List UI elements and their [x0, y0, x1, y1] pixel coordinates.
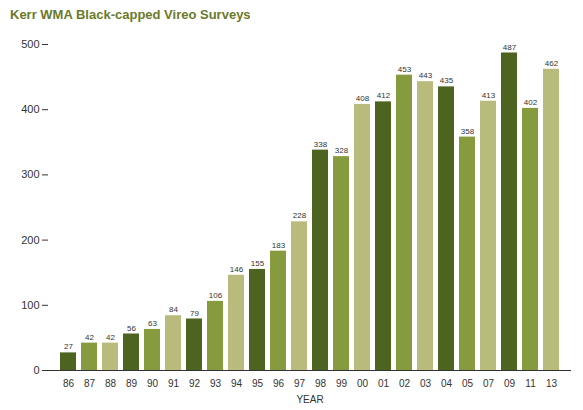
svg-text:408: 408 — [356, 94, 370, 103]
svg-text:500: 500 — [21, 38, 39, 50]
svg-text:402: 402 — [524, 98, 538, 107]
svg-text:95: 95 — [252, 378, 264, 389]
svg-text:96: 96 — [273, 378, 285, 389]
svg-text:99: 99 — [336, 378, 348, 389]
svg-text:487: 487 — [503, 43, 517, 52]
svg-text:435: 435 — [440, 76, 454, 85]
svg-text:05: 05 — [462, 378, 474, 389]
svg-text:27: 27 — [64, 342, 73, 351]
svg-text:412: 412 — [377, 91, 391, 100]
svg-text:97: 97 — [294, 378, 306, 389]
svg-text:79: 79 — [190, 309, 199, 318]
svg-text:86: 86 — [63, 378, 75, 389]
svg-text:88: 88 — [105, 378, 117, 389]
svg-text:338: 338 — [314, 140, 328, 149]
svg-text:42: 42 — [85, 333, 94, 342]
svg-text:328: 328 — [335, 146, 349, 155]
svg-text:183: 183 — [272, 241, 286, 250]
svg-text:92: 92 — [189, 378, 201, 389]
svg-text:228: 228 — [293, 211, 307, 220]
svg-text:155: 155 — [251, 259, 265, 268]
svg-text:89: 89 — [126, 378, 138, 389]
svg-text:07: 07 — [483, 378, 495, 389]
svg-text:453: 453 — [398, 65, 412, 74]
svg-text:13: 13 — [546, 378, 558, 389]
svg-text:93: 93 — [210, 378, 222, 389]
svg-text:358: 358 — [461, 127, 475, 136]
svg-text:00: 00 — [357, 378, 369, 389]
html-text:Kerr WMA Black-capped Vireo Su: Kerr WMA Black-capped Vireo Surveys — [10, 7, 251, 22]
svg-text:90: 90 — [147, 378, 159, 389]
svg-text:462: 462 — [545, 59, 559, 68]
svg-text:300: 300 — [21, 168, 39, 180]
svg-text:91: 91 — [168, 378, 180, 389]
svg-text:106: 106 — [209, 291, 223, 300]
svg-text:84: 84 — [169, 305, 178, 314]
svg-text:98: 98 — [315, 378, 327, 389]
svg-text:400: 400 — [21, 103, 39, 115]
svg-text:87: 87 — [84, 378, 96, 389]
svg-text:94: 94 — [231, 378, 243, 389]
svg-text:200: 200 — [21, 234, 39, 246]
svg-text:100: 100 — [21, 299, 39, 311]
svg-text:03: 03 — [420, 378, 432, 389]
svg-text:42: 42 — [106, 333, 115, 342]
svg-text:413: 413 — [482, 91, 496, 100]
svg-text:09: 09 — [504, 378, 516, 389]
svg-text:443: 443 — [419, 71, 433, 80]
svg-text:YEAR: YEAR — [296, 394, 323, 405]
svg-text:01: 01 — [378, 378, 390, 389]
svg-text:02: 02 — [399, 378, 411, 389]
svg-text:11: 11 — [525, 378, 536, 389]
svg-text:146: 146 — [230, 265, 244, 274]
svg-text:0: 0 — [33, 364, 39, 376]
svg-text:63: 63 — [148, 319, 157, 328]
svg-text:56: 56 — [127, 324, 136, 333]
svg-text:04: 04 — [441, 378, 453, 389]
